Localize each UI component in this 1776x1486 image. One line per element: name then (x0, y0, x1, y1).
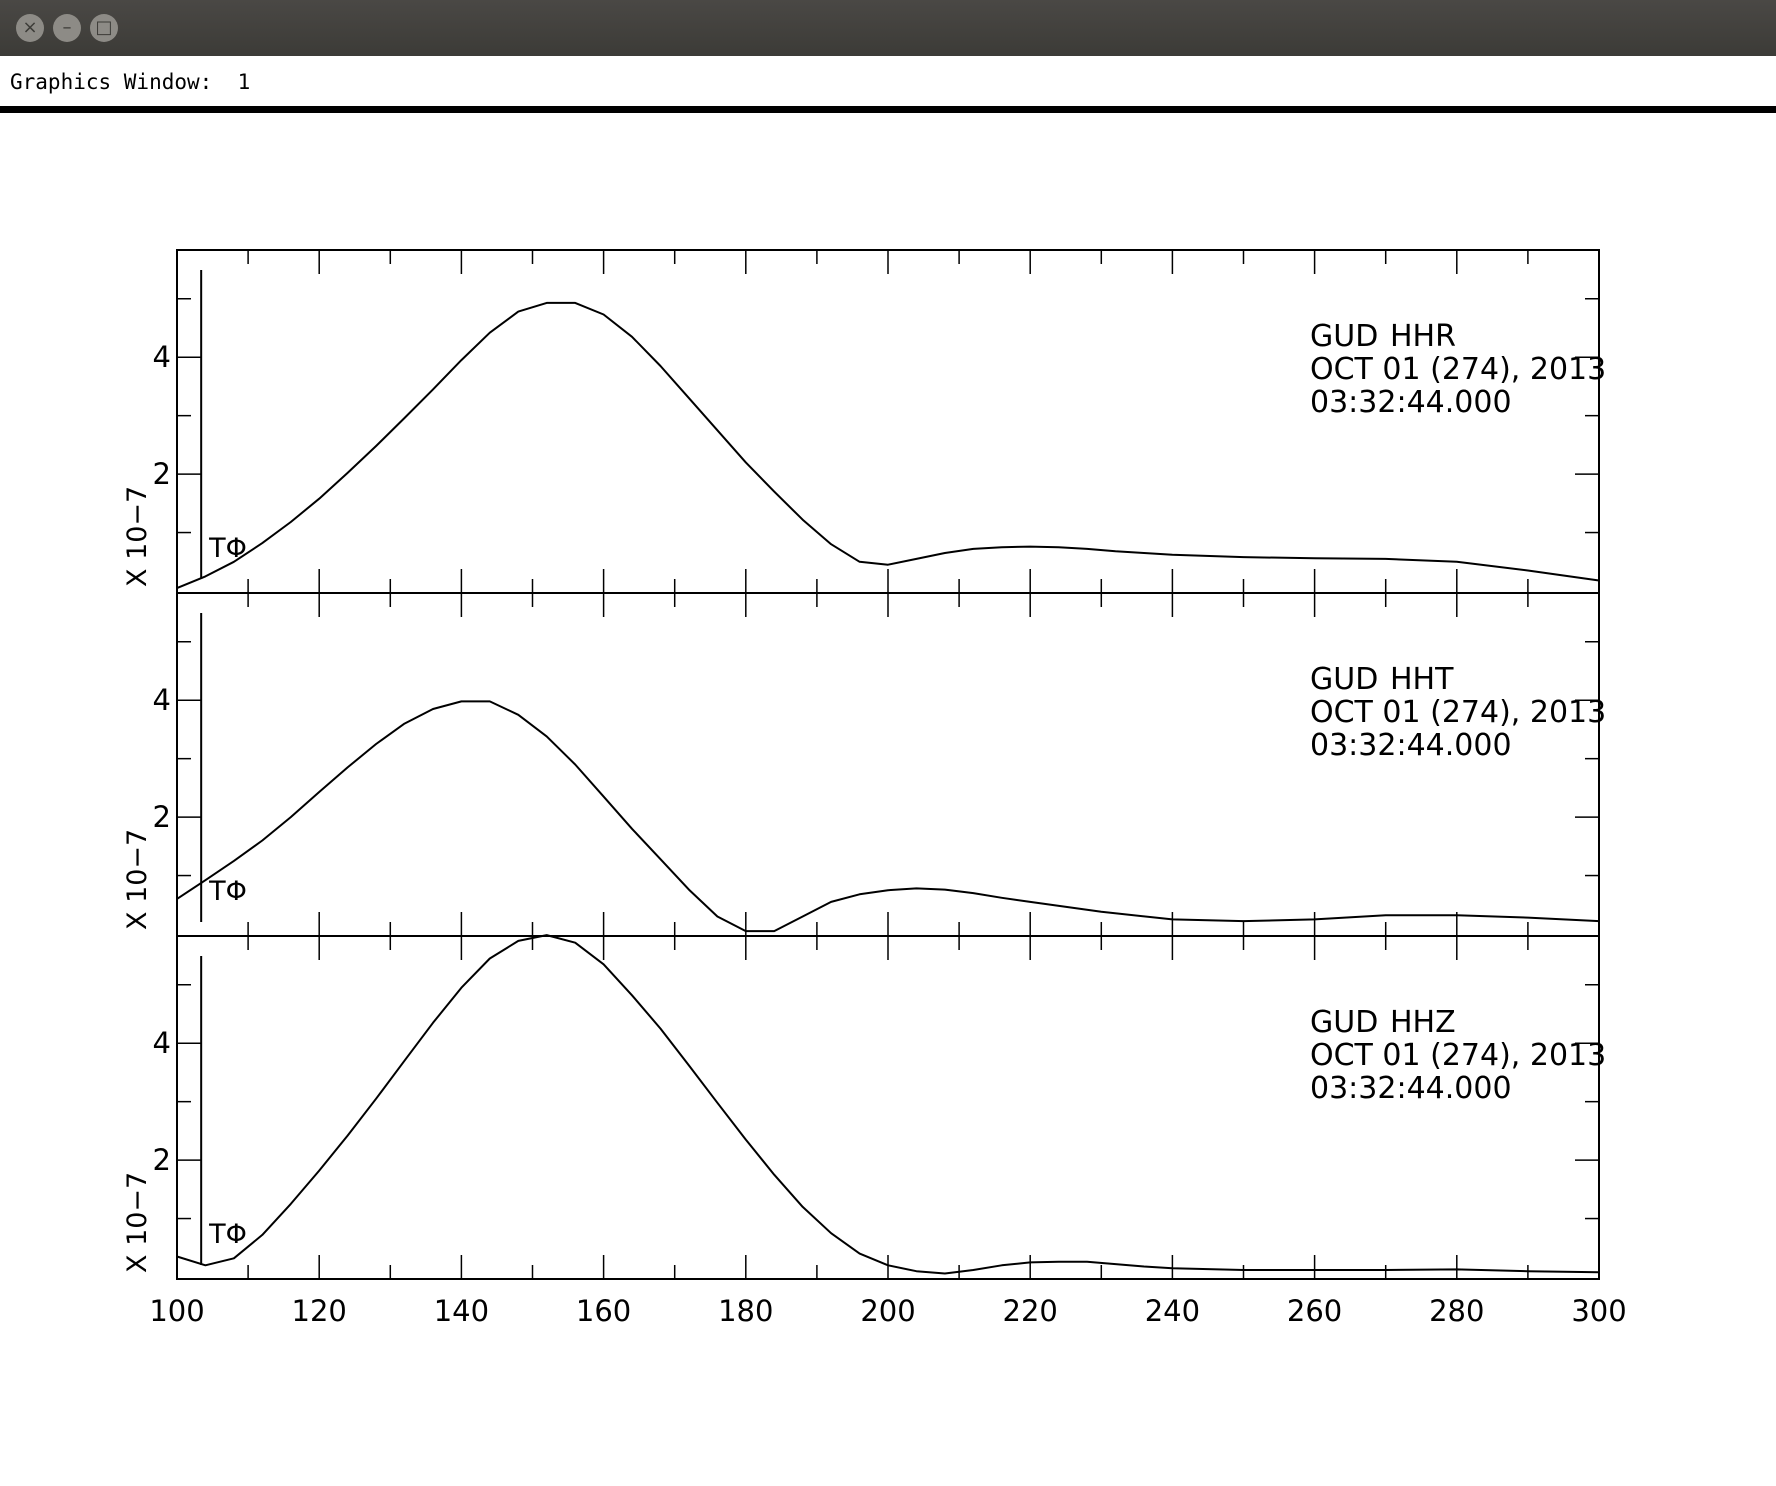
channel-label: HHR (1390, 319, 1456, 354)
window-number: 1 (237, 70, 251, 94)
x-tick-label: 160 (576, 1294, 631, 1328)
y-multiplier-label: X 10−7 (122, 829, 153, 930)
time-label: 03:32:44.000 (1310, 1071, 1512, 1106)
y-tick-label: 2 (153, 800, 171, 834)
minimize-icon[interactable]: – (53, 14, 81, 42)
close-icon[interactable]: × (16, 14, 44, 42)
pick-marker-label: TΦ (208, 533, 247, 564)
status-bar: Graphics Window: 1 (0, 56, 1776, 106)
x-tick-label: 240 (1145, 1294, 1200, 1328)
time-label: 03:32:44.000 (1310, 728, 1512, 763)
date-label: OCT 01 (274), 2013 (1310, 1038, 1606, 1073)
waveform-line (176, 934, 1600, 1275)
station-label: GUD (1310, 319, 1378, 354)
station-label: GUD (1310, 662, 1378, 697)
x-tick-label: 120 (292, 1294, 347, 1328)
time-label: 03:32:44.000 (1310, 385, 1512, 420)
channel-label: HHZ (1390, 1005, 1456, 1040)
waveform-line (176, 301, 1600, 590)
x-tick-label: 300 (1571, 1294, 1626, 1328)
status-text: Graphics Window: 1 (10, 70, 250, 94)
waveform-line (176, 700, 1600, 933)
x-tick-label: 100 (149, 1294, 204, 1328)
x-tick-label: 180 (718, 1294, 773, 1328)
channel-label: HHT (1390, 662, 1454, 697)
y-tick-label: 4 (153, 1026, 171, 1060)
x-tick-label: 220 (1003, 1294, 1058, 1328)
status-divider (0, 106, 1776, 113)
x-tick-label: 140 (434, 1294, 489, 1328)
y-tick-label: 2 (153, 457, 171, 491)
status-label: Graphics Window: (10, 70, 213, 94)
x-tick-label: 280 (1429, 1294, 1484, 1328)
y-multiplier-label: X 10−7 (122, 1172, 153, 1273)
window-titlebar: × – □ (0, 0, 1776, 56)
maximize-icon[interactable]: □ (90, 14, 118, 42)
date-label: OCT 01 (274), 2013 (1310, 695, 1606, 730)
y-multiplier-label: X 10−7 (122, 486, 153, 587)
date-label: OCT 01 (274), 2013 (1310, 352, 1606, 387)
pick-marker-label: TΦ (208, 1219, 247, 1250)
x-tick-label: 200 (860, 1294, 915, 1328)
y-tick-label: 4 (153, 340, 171, 374)
pick-marker-label: TΦ (208, 876, 247, 907)
y-tick-label: 2 (153, 1143, 171, 1177)
y-tick-label: 4 (153, 683, 171, 717)
x-tick-label: 260 (1287, 1294, 1342, 1328)
station-label: GUD (1310, 1005, 1378, 1040)
